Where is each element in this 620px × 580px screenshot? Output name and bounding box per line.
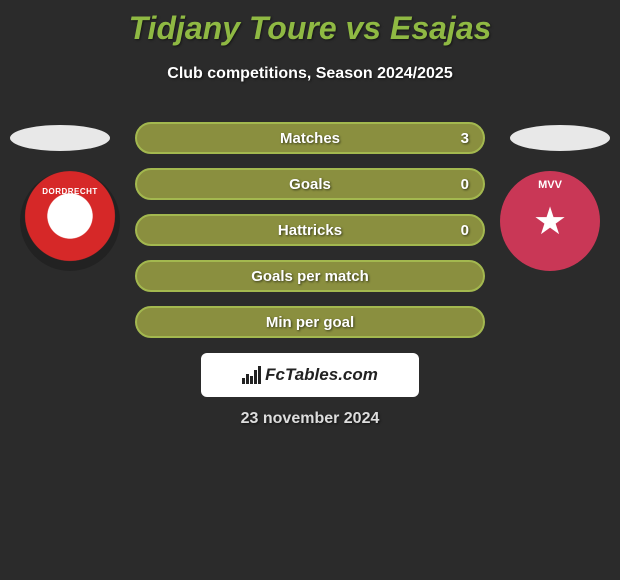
logo-box: FcTables.com: [201, 353, 419, 397]
stat-label: Goals per match: [251, 268, 369, 285]
star-icon: ★: [533, 199, 567, 244]
stat-value: 3: [461, 130, 469, 147]
stat-label: Min per goal: [266, 314, 354, 331]
club-badge-right: MVV ★: [500, 171, 600, 271]
page-title: Tidjany Toure vs Esajas: [0, 0, 620, 47]
right-ellipse: [510, 125, 610, 151]
stat-bar-hattricks: Hattricks 0: [135, 214, 485, 246]
subtitle: Club competitions, Season 2024/2025: [0, 65, 620, 83]
club-badge-left: [20, 171, 120, 271]
stat-label: Hattricks: [278, 222, 342, 239]
stat-label: Goals: [289, 176, 331, 193]
stat-value: 0: [461, 176, 469, 193]
stat-value: 0: [461, 222, 469, 239]
stat-bar-matches: Matches 3: [135, 122, 485, 154]
stat-bar-min-per-goal: Min per goal: [135, 306, 485, 338]
stats-container: Matches 3 Goals 0 Hattricks 0 Goals per …: [135, 122, 485, 352]
stat-bar-goals: Goals 0: [135, 168, 485, 200]
date-text: 23 november 2024: [0, 410, 620, 428]
stat-label: Matches: [280, 130, 340, 147]
logo-text: FcTables.com: [265, 365, 378, 385]
mvv-label: MVV: [538, 179, 562, 191]
left-ellipse: [10, 125, 110, 151]
logo-chart-icon: [242, 366, 261, 384]
stat-bar-goals-per-match: Goals per match: [135, 260, 485, 292]
